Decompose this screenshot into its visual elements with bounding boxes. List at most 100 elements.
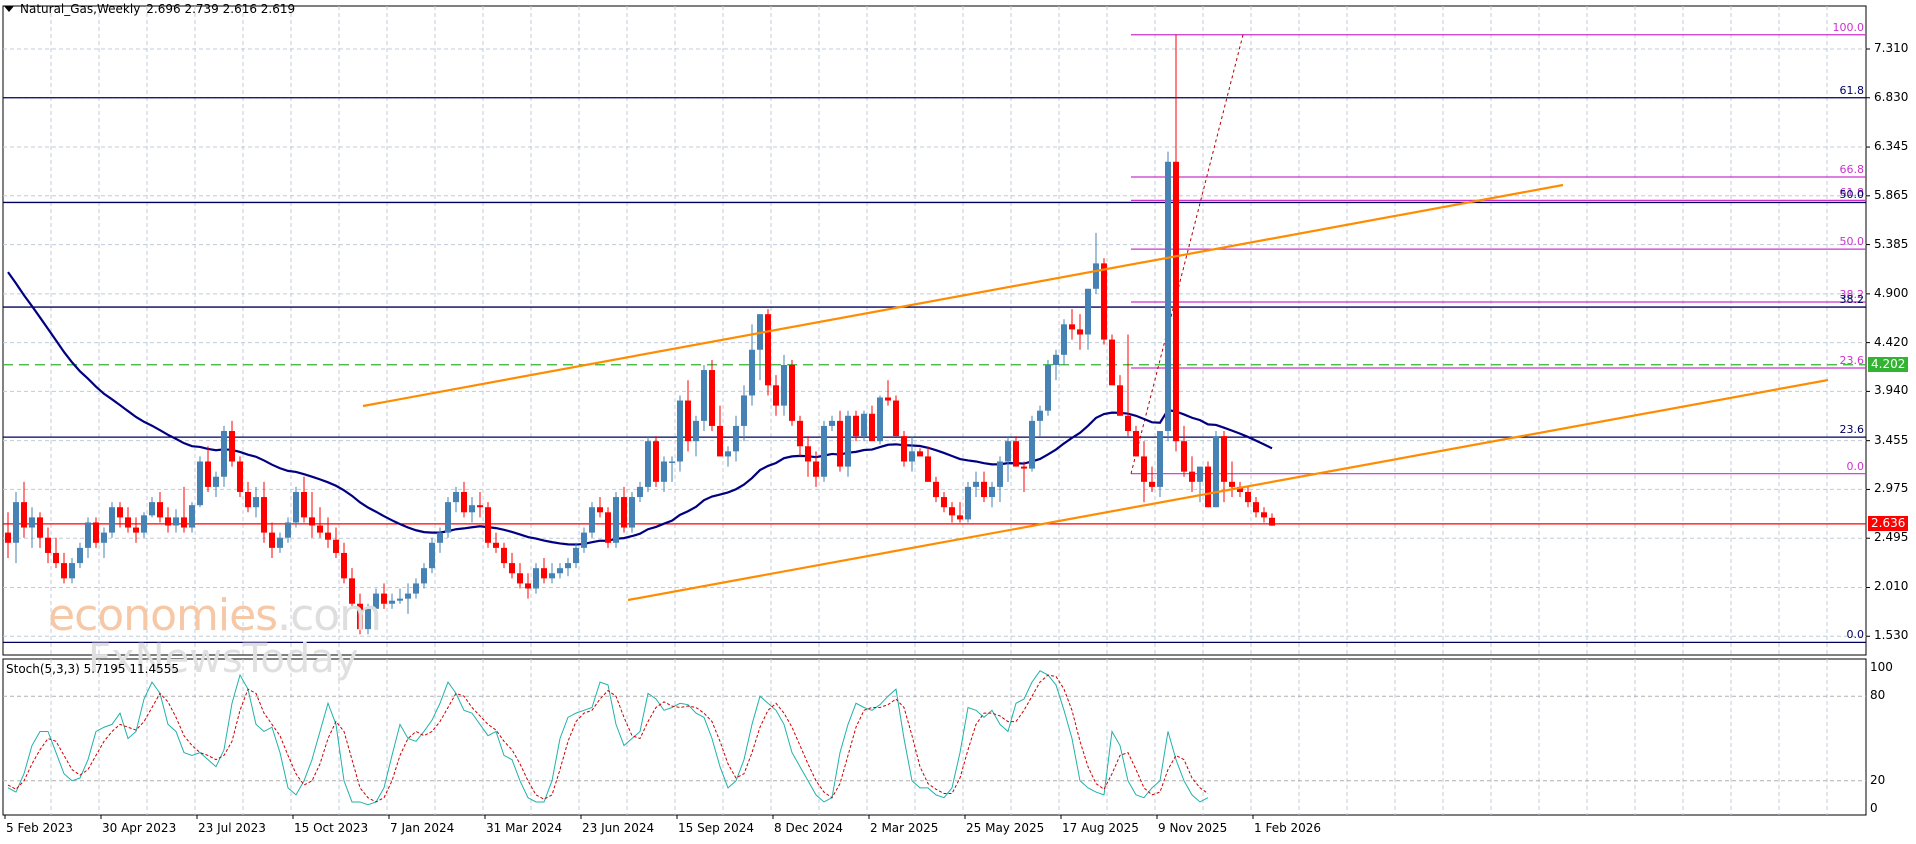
candle-body bbox=[13, 502, 19, 543]
candle-body bbox=[101, 532, 107, 543]
time-tick-label: 15 Oct 2023 bbox=[294, 821, 369, 835]
candle-body bbox=[781, 364, 787, 406]
stoch-signal-line bbox=[7, 674, 1209, 803]
candle-body bbox=[885, 397, 891, 401]
candle-body bbox=[1229, 481, 1235, 487]
candle-body bbox=[1237, 486, 1243, 492]
candle-body bbox=[589, 507, 595, 533]
candle-body bbox=[493, 542, 499, 548]
candle-body bbox=[53, 552, 59, 564]
candle-body bbox=[437, 532, 443, 543]
ohlc-values: 2.696 2.739 2.616 2.619 bbox=[146, 2, 296, 16]
candle-body bbox=[141, 515, 147, 533]
candle-body bbox=[653, 441, 659, 482]
candle-body bbox=[77, 547, 83, 564]
price-tick-label: 2.010 bbox=[1874, 579, 1909, 594]
candle-body bbox=[365, 608, 371, 630]
price-tick-label: 6.830 bbox=[1874, 89, 1909, 104]
candle-body bbox=[293, 491, 299, 523]
time-tick-label: 30 Apr 2023 bbox=[102, 821, 177, 835]
dropdown-triangle-icon[interactable] bbox=[4, 6, 14, 12]
candle-body bbox=[381, 593, 387, 604]
candle-body bbox=[749, 349, 755, 396]
candle-body bbox=[229, 431, 235, 462]
time-tick-label: 9 Nov 2025 bbox=[1158, 821, 1228, 835]
price-tick-label: 3.940 bbox=[1874, 383, 1909, 398]
price-tick-label: 5.385 bbox=[1874, 236, 1909, 251]
candle-body bbox=[157, 502, 163, 518]
candle-body bbox=[221, 431, 227, 477]
candle-body bbox=[533, 568, 539, 589]
candle-body bbox=[909, 451, 915, 462]
candle-body bbox=[1093, 263, 1099, 289]
candle-body bbox=[461, 491, 467, 513]
candle-body bbox=[765, 314, 771, 386]
stoch-tick-label: 20 bbox=[1870, 772, 1886, 787]
candle-body bbox=[349, 578, 355, 604]
current-price-tag: 2.636 bbox=[1868, 515, 1909, 531]
fib-level-label: 23.6 bbox=[1839, 354, 1865, 368]
candle-body bbox=[637, 486, 643, 498]
candle-body bbox=[421, 568, 427, 584]
price-tick-label: 6.345 bbox=[1874, 139, 1909, 154]
fib-level-label: 61.8 bbox=[1839, 186, 1865, 200]
time-tick-label: 15 Sep 2024 bbox=[678, 821, 755, 835]
candle-body bbox=[893, 400, 899, 437]
candle-body bbox=[85, 522, 91, 548]
candle-body bbox=[285, 522, 291, 538]
candle-body bbox=[573, 547, 579, 564]
moving-average-line bbox=[7, 271, 1273, 546]
candle-body bbox=[37, 517, 43, 538]
candle-body bbox=[213, 476, 219, 487]
stoch-tick-label: 0 bbox=[1870, 801, 1878, 815]
candle-body bbox=[333, 539, 339, 553]
time-tick-label: 2 Mar 2025 bbox=[870, 821, 939, 835]
fib-level-label: 0.0 bbox=[1846, 459, 1865, 473]
candle-body bbox=[1037, 410, 1043, 421]
candle-body bbox=[989, 486, 995, 498]
candle-body bbox=[1165, 161, 1171, 432]
candle-body bbox=[1253, 502, 1259, 513]
time-tick-label: 17 Aug 2025 bbox=[1062, 821, 1139, 835]
candle-body bbox=[965, 486, 971, 520]
candle-body bbox=[621, 497, 627, 528]
candle-body bbox=[1101, 263, 1107, 340]
candle-body bbox=[1269, 517, 1275, 526]
candle-body bbox=[661, 461, 667, 482]
candle-body bbox=[237, 461, 243, 492]
candle-body bbox=[1085, 288, 1091, 335]
price-tick-label: 5.865 bbox=[1874, 187, 1909, 202]
candle-body bbox=[813, 461, 819, 477]
candle-body bbox=[189, 505, 195, 528]
candle-body bbox=[917, 451, 923, 457]
candle-body bbox=[269, 532, 275, 548]
candle-body bbox=[733, 425, 739, 452]
candle-body bbox=[125, 517, 131, 528]
candle-body bbox=[901, 436, 907, 462]
candle-body bbox=[373, 593, 379, 609]
price-tick-label: 1.530 bbox=[1874, 628, 1909, 643]
candle-body bbox=[469, 505, 475, 513]
candle-body bbox=[5, 532, 11, 543]
candle-body bbox=[669, 461, 675, 463]
price-tick-label: 4.900 bbox=[1874, 285, 1909, 300]
green-level-tag: 4.202 bbox=[1868, 356, 1909, 372]
candle-body bbox=[197, 461, 203, 506]
candle-body bbox=[1157, 431, 1163, 487]
fib-level-label: 50.0 bbox=[1839, 188, 1865, 202]
candle-body bbox=[1245, 491, 1251, 503]
candle-body bbox=[1261, 512, 1267, 518]
candle-body bbox=[845, 415, 851, 467]
candle-body bbox=[941, 497, 947, 508]
time-tick-label: 1 Feb 2026 bbox=[1254, 821, 1322, 835]
candle-body bbox=[949, 507, 955, 516]
time-tick-label: 31 Mar 2024 bbox=[486, 821, 563, 835]
price-tick-label: 4.420 bbox=[1874, 334, 1909, 349]
candle-body bbox=[861, 413, 867, 437]
candle-body bbox=[725, 451, 731, 457]
candle-body bbox=[821, 425, 827, 477]
candle-body bbox=[165, 517, 171, 526]
candle-body bbox=[525, 583, 531, 589]
